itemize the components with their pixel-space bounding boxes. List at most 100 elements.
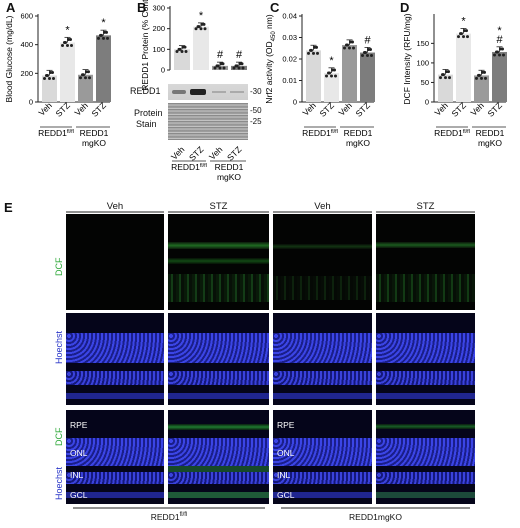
layer-label-inl-1: INL [70,470,84,480]
data-point-c-3-4 [363,51,366,55]
y-tick-label-d-1: 50 [421,78,429,87]
data-point-d-2-3 [484,76,487,80]
layer-label-gcl-2: GCL [277,490,295,500]
data-point-d-1-6 [462,35,465,39]
bottom-label-redd1-flfl-sup: fl/fl [179,512,188,519]
data-point-d-3-5 [501,47,504,51]
row-label-merged-dcf: DCF [54,427,64,447]
protein-stain-strip [168,103,248,140]
blot-label-protein: Protein [134,108,163,118]
mw-marker-25: -25 [250,117,262,126]
data-point-b-2-6 [218,66,222,70]
data-point-a-1-5 [69,38,72,42]
data-point-b-2-0 [213,66,217,70]
data-point-a-0-5 [51,70,54,74]
image-dcf-veh-mgko [273,214,372,310]
image-hoechst-stz-flfl [168,313,269,405]
data-point-d-0-6 [444,76,447,80]
data-point-a-3-0 [97,36,100,40]
redd1-band-ko2 [230,91,244,93]
data-point-d-3-3 [502,53,505,57]
y-axis-title-a: Blood Glucose (mg/dL) [4,15,14,102]
data-point-d-1-4 [459,32,462,36]
layer-label-gcl-1: GCL [70,490,88,500]
data-point-b-1-4 [196,25,200,29]
data-point-c-2-4 [345,43,348,47]
row-label-hoechst: Hoechst [54,330,64,364]
redd1-band-ko1 [212,91,226,93]
panel-label-d: D [400,0,410,15]
bar-c-1 [324,72,339,102]
data-point-a-3-3 [106,36,109,40]
sig-mark-d-1-0: * [461,15,466,27]
data-point-b-2-3 [222,66,226,70]
y-tick-label-c-0: 0 [293,98,297,107]
data-point-a-0-6 [48,76,51,80]
data-point-c-2-0 [343,46,346,50]
data-point-c-0-0 [307,51,310,55]
bar-a-1 [60,42,75,102]
data-point-a-2-4 [81,73,84,77]
panel-label-a: A [6,0,16,15]
group-label-flfl-sup-c: fl/fl [331,129,338,135]
data-point-d-1-3 [466,35,469,39]
mw-marker-50: -50 [250,106,262,115]
group-label-mgko-line1-a: REDD1 [80,128,109,138]
y-tick-label-c-4: 0.04 [282,12,297,21]
group-label-flfl-b: REDD1fl/fl [171,162,207,172]
redd1-band-strip [168,84,248,100]
data-point-d-2-6 [480,76,483,80]
data-point-c-2-3 [352,46,355,50]
data-point-a-1-6 [66,44,69,48]
data-point-a-1-0 [61,44,64,48]
data-point-c-1-6 [330,74,333,78]
layer-label-onl-2: ONL [277,448,295,458]
data-point-d-1-0 [457,35,460,39]
sig-mark-b-2-0: # [217,49,224,61]
data-point-a-1-4 [63,41,66,45]
blot-label-redd1: REDD1 [130,86,161,96]
image-merged-veh-mgko: RPE ONL INL GCL [273,410,372,504]
bar-d-2 [474,75,489,102]
image-dcf-veh-flfl [66,214,164,310]
group-label-mgko-line1-b: REDD1 [215,162,244,172]
group-label-flfl-c: REDD1fl/fl [302,128,338,138]
redd1-band-stz [190,89,206,95]
bar-b-0 [174,49,190,70]
data-point-b-3-3 [241,66,245,70]
data-point-b-2-4 [215,64,219,68]
image-merged-stz-mgko [376,410,475,504]
data-point-a-0-0 [43,76,46,80]
data-point-c-0-4 [309,48,312,52]
data-point-b-0-4 [177,47,181,51]
data-point-a-3-4 [99,33,102,37]
data-point-b-2-5 [221,62,225,66]
data-point-c-1-3 [334,74,337,78]
blot-label-stain: Stain [136,119,157,129]
layer-label-rpe-2: RPE [277,420,295,430]
data-point-a-0-4 [45,73,48,77]
y-axis-title-sub-c: 450 [271,31,277,42]
group-label-mgko-line2-a: mgKO [82,138,106,148]
group-label-mgko-line2-d: mgKO [478,138,502,148]
data-point-c-2-6 [348,46,351,50]
image-merged-stz-flfl [168,410,269,504]
col-header-veh-2: Veh [314,201,331,212]
data-point-c-0-6 [312,51,315,55]
y-tick-label-d-2: 100 [416,58,429,67]
data-point-a-2-5 [87,70,90,74]
y-tick-label-b-2: 200 [152,24,165,33]
data-point-d-3-0 [493,53,496,57]
data-point-c-2-5 [351,40,354,44]
y-axis-title-unit-c: nm) [264,14,274,31]
y-tick-label-b-0: 0 [161,66,165,75]
data-point-c-3-3 [370,54,373,58]
panel-label-b: B [137,0,147,15]
data-point-d-0-3 [448,76,451,80]
image-hoechst-veh-flfl [66,313,164,405]
data-point-b-3-0 [232,66,236,70]
data-point-a-2-6 [84,76,87,80]
bottom-label-redd1-flfl-base: REDD1 [150,512,180,522]
image-hoechst-veh-mgko [273,313,372,405]
